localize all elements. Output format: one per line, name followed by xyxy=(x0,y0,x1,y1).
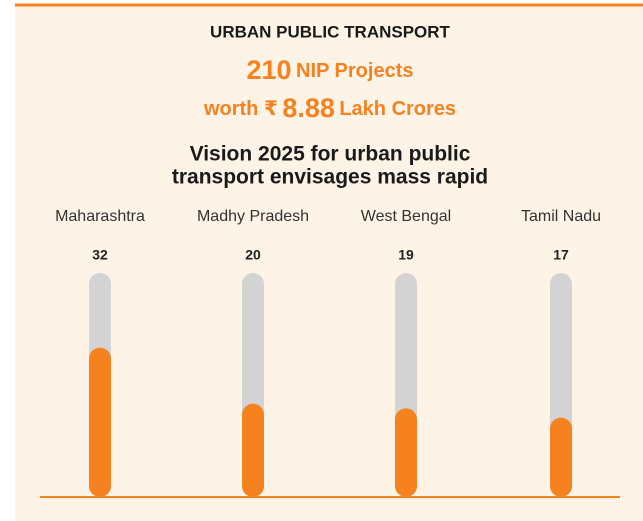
category-label: West Bengal xyxy=(361,208,451,225)
category-label: Maharashtra xyxy=(55,208,145,225)
amount: 8.88 xyxy=(282,93,335,123)
value-label: 17 xyxy=(553,247,569,263)
amount-unit: Lakh Crores xyxy=(339,98,456,120)
category-label: Madhy Pradesh xyxy=(197,208,309,225)
bar xyxy=(242,403,264,497)
worth-prefix: worth ₹ xyxy=(203,98,278,120)
headline-worth: worth ₹ 8.88 Lakh Crores xyxy=(203,93,456,123)
headline-count: 210 NIP Projects xyxy=(247,55,414,85)
bar xyxy=(89,347,111,497)
value-label: 19 xyxy=(398,247,414,263)
value-label: 32 xyxy=(92,247,108,263)
count-label: NIP Projects xyxy=(296,60,413,82)
bar xyxy=(550,417,572,497)
count: 210 xyxy=(247,55,292,85)
subtitle: transport envisages mass rapid xyxy=(172,166,488,189)
value-label: 20 xyxy=(245,247,261,263)
chart-title: URBAN PUBLIC TRANSPORT xyxy=(210,22,451,41)
panel xyxy=(15,6,643,521)
subtitle: Vision 2025 for urban public xyxy=(190,143,471,166)
bar xyxy=(395,408,417,497)
category-label: Tamil Nadu xyxy=(521,208,601,225)
